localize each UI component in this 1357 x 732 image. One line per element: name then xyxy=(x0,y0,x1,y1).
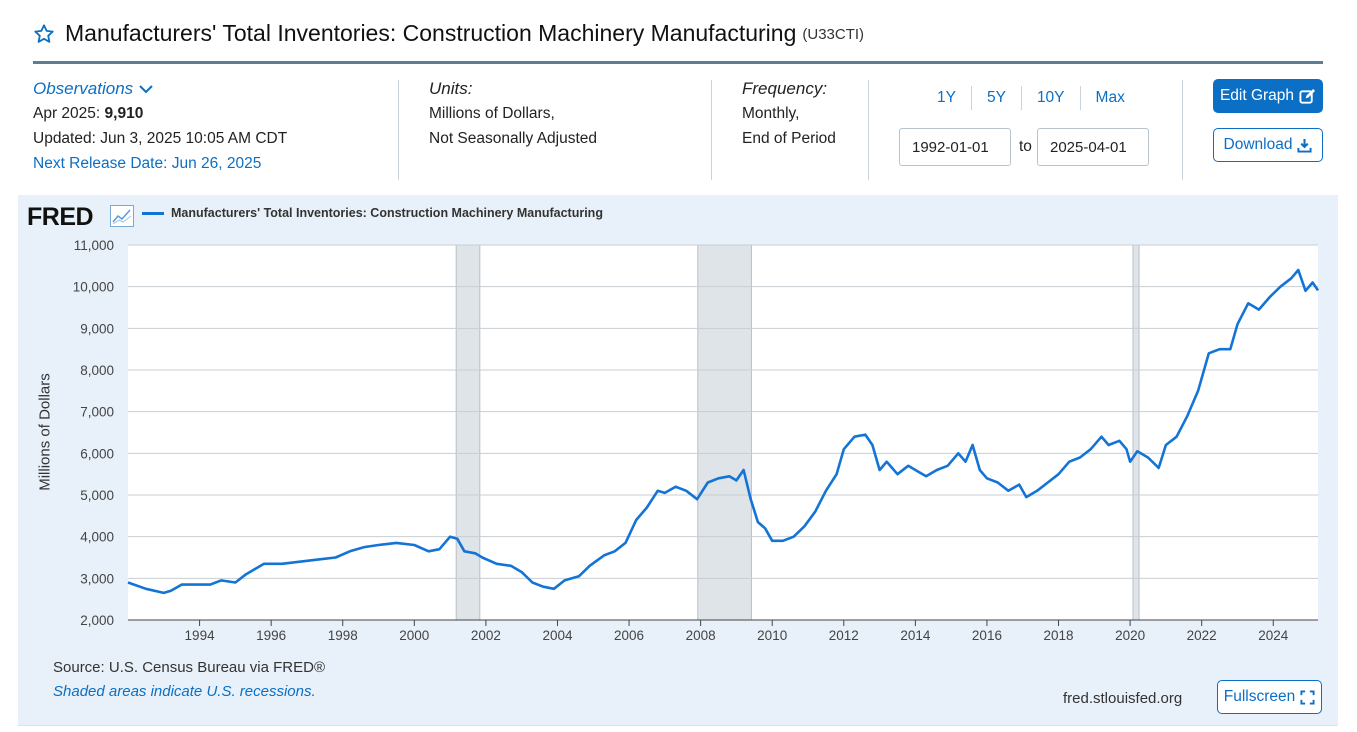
frequency-line2: End of Period xyxy=(742,130,836,147)
latest-period: Apr 2025: xyxy=(33,105,101,122)
start-date-input[interactable] xyxy=(899,128,1011,166)
fullscreen-icon xyxy=(1300,689,1315,705)
x-tick-label: 2016 xyxy=(972,628,1002,643)
chart-mini-icon xyxy=(110,205,134,227)
x-tick-label: 2002 xyxy=(471,628,501,643)
star-icon[interactable] xyxy=(33,23,55,45)
x-tick-label: 2008 xyxy=(686,628,716,643)
fred-url: fred.stlouisfed.org xyxy=(1063,690,1183,707)
column-divider xyxy=(711,80,712,180)
recession-note: Shaded areas indicate U.S. recessions. xyxy=(53,683,316,700)
latest-observation: Apr 2025: 9,910 xyxy=(33,101,287,126)
observations-dropdown[interactable]: Observations xyxy=(33,76,287,101)
recession-band xyxy=(697,244,752,621)
bottom-divider xyxy=(18,725,1338,726)
column-divider xyxy=(1182,80,1183,180)
y-tick-label: 7,000 xyxy=(80,405,114,420)
units-line1: Millions of Dollars, xyxy=(429,105,555,122)
x-tick-label: 2010 xyxy=(757,628,787,643)
frequency-label: Frequency: xyxy=(742,79,828,98)
next-release-link[interactable]: Next Release Date: Jun 26, 2025 xyxy=(33,155,262,172)
series-line xyxy=(127,268,1320,595)
axis-ticks: 2,000 3,000 4,000 5,000 6,000 7,000 8,000 9,000… xyxy=(73,238,1318,643)
edit-graph-label: Edit Graph xyxy=(1219,87,1295,104)
legend-label: Manufacturers' Total Inventories: Constr… xyxy=(171,206,603,220)
fullscreen-label: Fullscreen xyxy=(1223,688,1296,705)
x-tick-label: 2006 xyxy=(614,628,644,643)
y-tick-label: 10,000 xyxy=(73,280,114,295)
range-1y-button[interactable]: 1Y xyxy=(922,86,972,110)
range-buttons: 1Y 5Y 10Y Max xyxy=(922,86,1140,110)
y-tick-label: 11,000 xyxy=(74,238,114,253)
x-tick-label: 2012 xyxy=(829,628,859,643)
y-tick-label: 2,000 xyxy=(80,613,114,628)
units-label: Units: xyxy=(429,79,473,98)
units-line2: Not Seasonally Adjusted xyxy=(429,130,598,147)
title-row: Manufacturers' Total Inventories: Constr… xyxy=(33,20,864,47)
x-tick-label: 2022 xyxy=(1187,628,1217,643)
x-tick-label: 2000 xyxy=(399,628,429,643)
observations-panel: Observations Apr 2025: 9,910 Updated: Ju… xyxy=(33,76,287,176)
edit-icon xyxy=(1299,88,1316,104)
page-title: Manufacturers' Total Inventories: Constr… xyxy=(65,20,797,46)
units-panel: Units: Millions of Dollars, Not Seasonal… xyxy=(429,76,597,151)
frequency-line1: Monthly, xyxy=(742,105,800,122)
range-5y-button[interactable]: 5Y xyxy=(972,86,1022,110)
source-note: Source: U.S. Census Bureau via FRED® xyxy=(53,659,325,676)
y-tick-label: 6,000 xyxy=(80,446,114,461)
column-divider xyxy=(868,80,869,180)
chevron-down-icon xyxy=(139,84,153,93)
y-tick-label: 5,000 xyxy=(80,488,114,503)
range-max-button[interactable]: Max xyxy=(1095,89,1125,106)
observations-label: Observations xyxy=(33,79,134,98)
download-button[interactable]: Download xyxy=(1213,128,1323,162)
x-tick-label: 2024 xyxy=(1258,628,1289,643)
x-tick-label: 1996 xyxy=(256,628,286,643)
x-tick-label: 2014 xyxy=(900,628,931,643)
frequency-panel: Frequency: Monthly, End of Period xyxy=(742,76,836,151)
updated-text: Updated: Jun 3, 2025 10:05 AM CDT xyxy=(33,130,288,147)
legend-swatch xyxy=(142,211,164,215)
y-tick-label: 9,000 xyxy=(80,321,114,336)
download-label: Download xyxy=(1223,136,1293,153)
x-tick-label: 1994 xyxy=(185,628,216,643)
to-label: to xyxy=(1019,138,1032,155)
latest-value: 9,910 xyxy=(104,105,144,122)
end-date-input[interactable] xyxy=(1037,128,1149,166)
y-tick-label: 3,000 xyxy=(80,571,114,586)
fullscreen-button[interactable]: Fullscreen xyxy=(1217,680,1322,714)
recession-band xyxy=(455,244,481,621)
x-tick-label: 2004 xyxy=(542,628,573,643)
fred-logo[interactable]: FRED xyxy=(27,203,94,231)
x-tick-label: 1998 xyxy=(328,628,358,643)
download-icon xyxy=(1297,138,1312,153)
column-divider xyxy=(398,80,399,180)
recession-band xyxy=(1132,244,1140,621)
series-layer xyxy=(127,268,1320,595)
series-id: (U33CTI) xyxy=(802,26,865,43)
recession-bands xyxy=(455,244,1140,621)
edit-graph-button[interactable]: Edit Graph xyxy=(1213,79,1323,113)
x-tick-label: 2020 xyxy=(1115,628,1145,643)
title-divider xyxy=(33,61,1323,64)
y-tick-label: 8,000 xyxy=(80,363,114,378)
chart-legend: Manufacturers' Total Inventories: Constr… xyxy=(142,206,603,220)
range-10y-button[interactable]: 10Y xyxy=(1022,86,1081,110)
y-tick-label: 4,000 xyxy=(80,530,114,545)
x-tick-label: 2018 xyxy=(1044,628,1074,643)
